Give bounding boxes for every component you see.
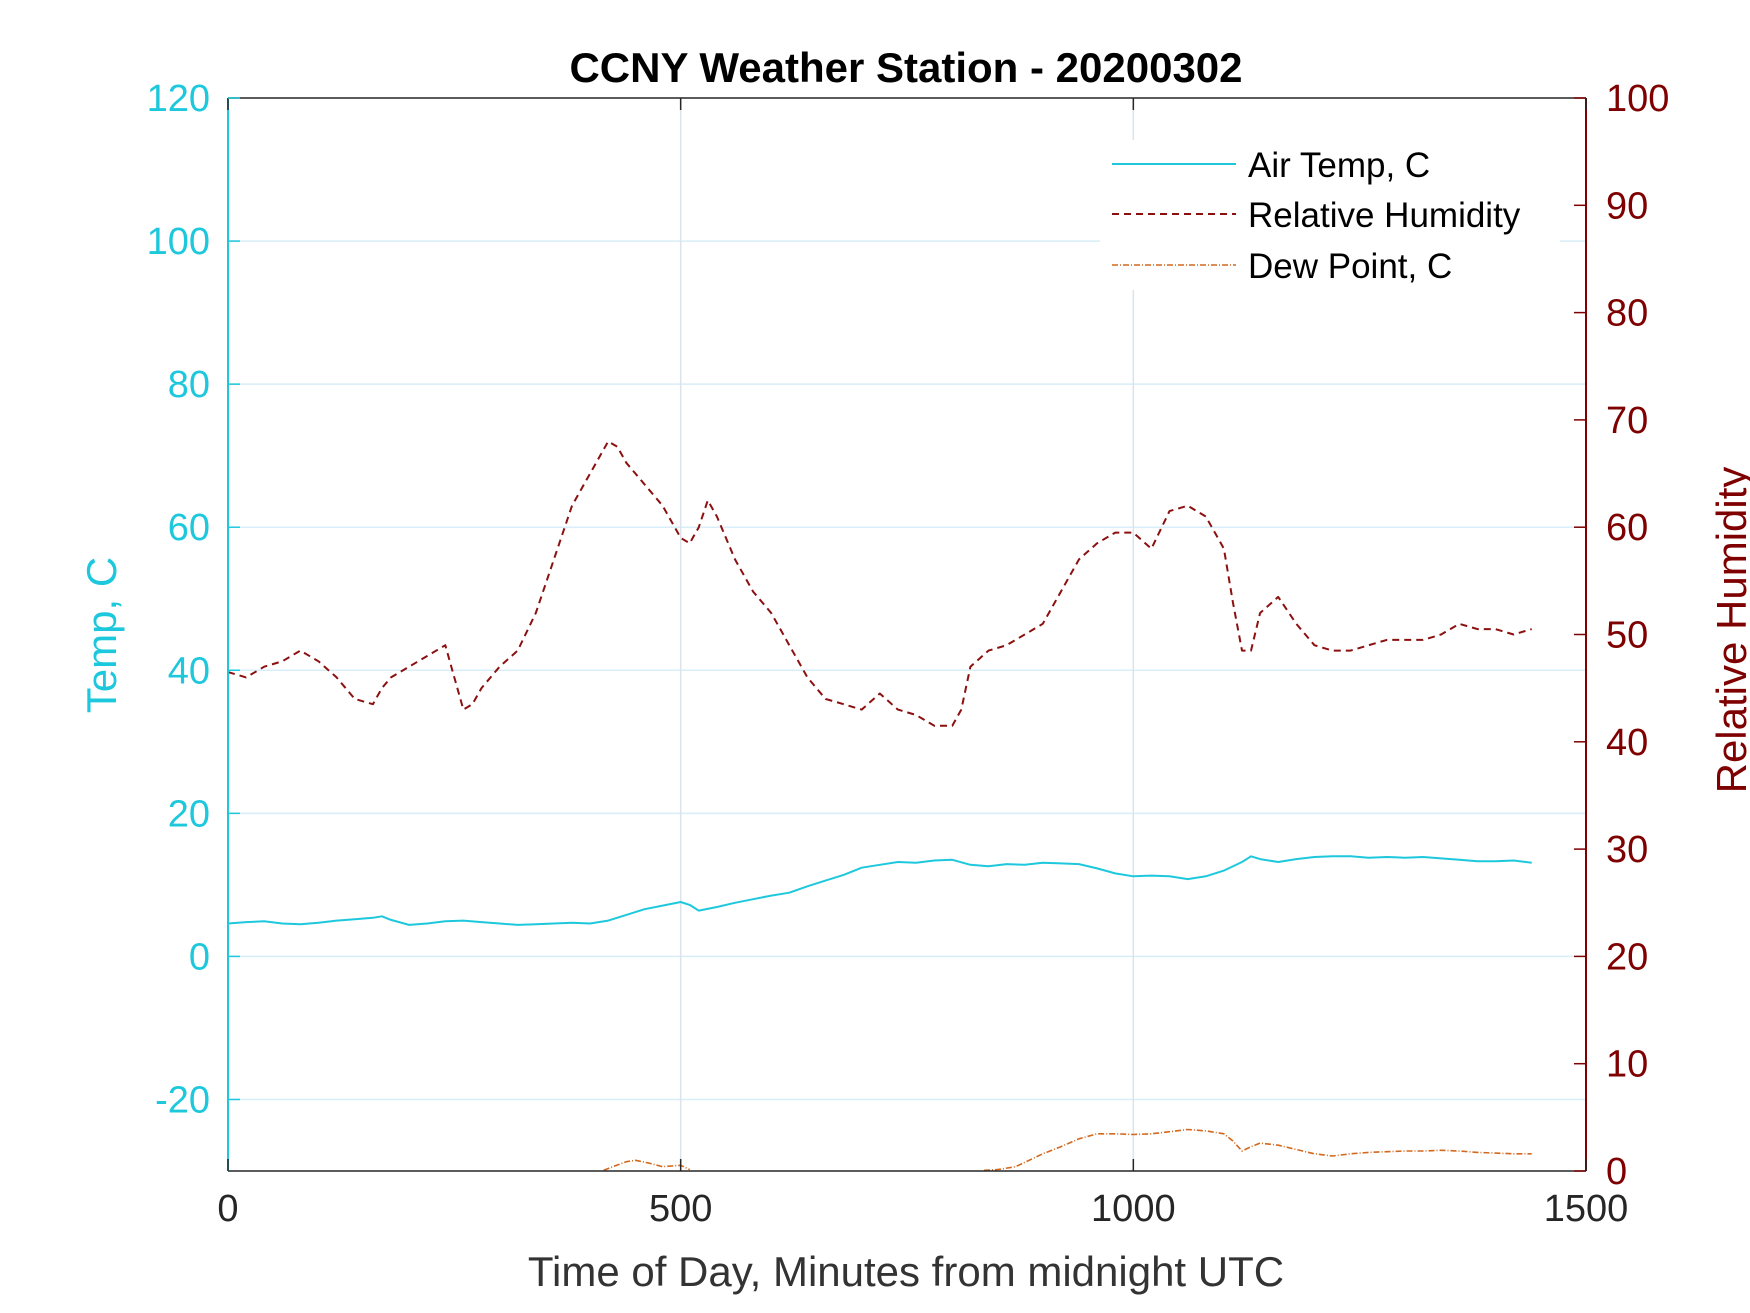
y-right-tick-label: 60 [1606,507,1648,549]
y-axis-right-label: Relative Humidity [1708,467,1750,794]
legend: Air Temp, C Relative Humidity Dew Point,… [1100,140,1560,290]
y-right-tick-label: 10 [1606,1044,1648,1086]
y-right-tick-label: 0 [1606,1151,1627,1193]
y-right-tick-label: 80 [1606,293,1648,335]
y-right-tick-label: 70 [1606,400,1648,442]
y-left-tick-label: 60 [168,507,210,549]
chart-title: CCNY Weather Station - 20200302 [569,44,1242,91]
y-right-tick-label: 30 [1606,829,1648,871]
series-line-air-temp [227,855,1532,926]
y-right-tick-label: 40 [1606,722,1648,764]
series-lines [227,440,1532,1172]
y-left-tick-label: 40 [168,650,210,692]
y-left-tick-label: -20 [155,1079,210,1121]
tick-labels: 0 500 1000 1500 -20 0 20 40 60 80 100 120 0 10 20 30 40 5… [147,78,1670,1230]
axes [227,97,1587,1172]
series-line-dew-point [603,1159,691,1172]
y-right-tick-label: 100 [1606,78,1669,120]
y-left-tick-label: 120 [147,78,210,120]
y-axis-left-label: Temp, C [78,557,125,713]
y-left-tick-label: 80 [168,364,210,406]
y-left-tick-label: 20 [168,793,210,835]
x-tick-label: 500 [649,1188,712,1230]
series-line-humidity [227,440,1532,727]
x-tick-label: 1000 [1091,1188,1176,1230]
x-axis-label: Time of Day, Minutes from midnight UTC [528,1248,1284,1295]
y-left-tick-label: 100 [147,221,210,263]
x-tick-label: 0 [217,1188,238,1230]
legend-label-dew-point: Dew Point, C [1248,247,1452,286]
x-tick-label: 1500 [1544,1188,1629,1230]
y-left-tick-label: 0 [189,936,210,978]
y-right-tick-label: 20 [1606,936,1648,978]
y-right-tick-label: 50 [1606,615,1648,657]
y-right-tick-label: 90 [1606,185,1648,227]
legend-label-air-temp: Air Temp, C [1248,146,1430,185]
series-line-dew-point [983,1128,1532,1172]
legend-label-humidity: Relative Humidity [1248,196,1521,235]
